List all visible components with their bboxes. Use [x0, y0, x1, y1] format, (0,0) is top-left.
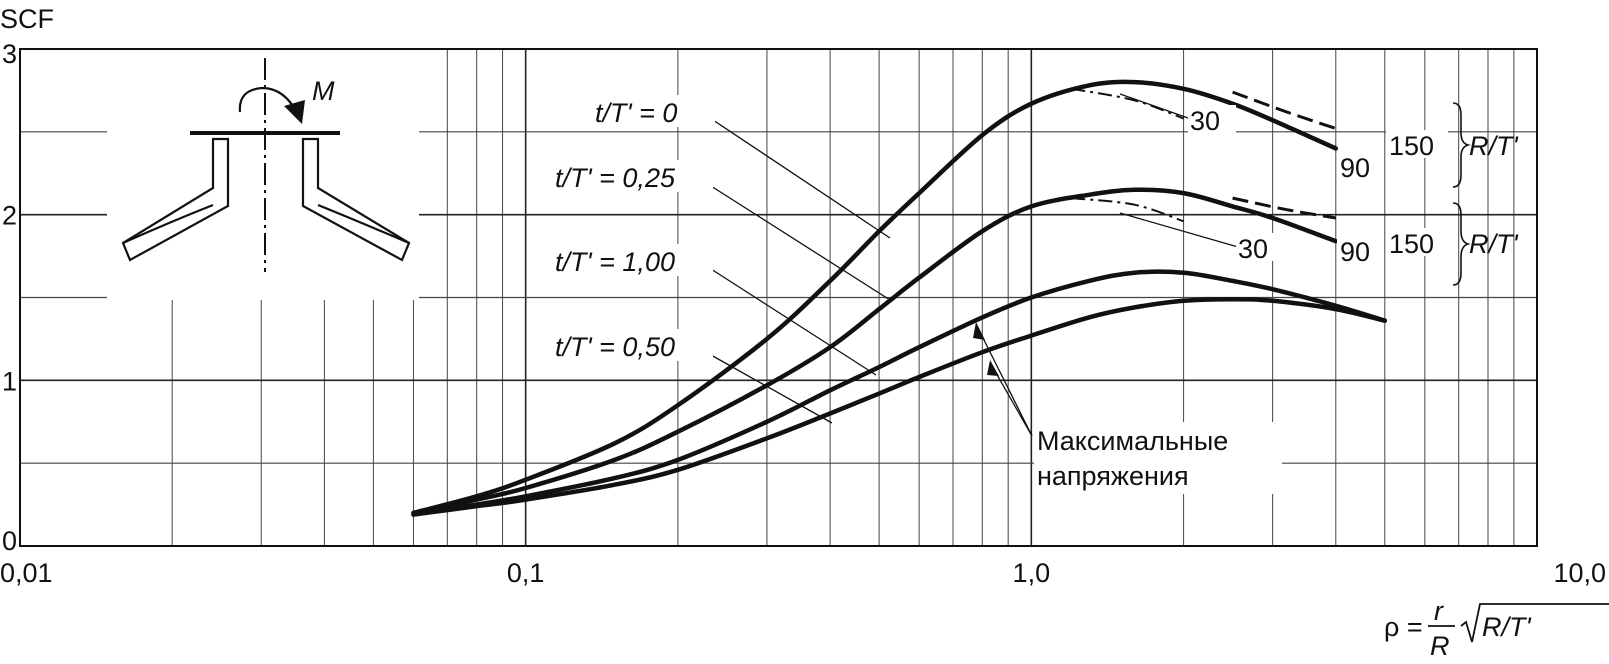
leader-line-30-upper — [1119, 93, 1189, 119]
series-line-6 — [1071, 197, 1184, 223]
moment-arc — [238, 86, 299, 116]
moment-label: M — [312, 76, 335, 106]
label-rt-param-lower: R/T' — [1469, 229, 1518, 259]
leader-line-30-lower — [1119, 212, 1239, 248]
y-tick-label: 3 — [2, 39, 17, 69]
label-rt-150-upper: 150 — [1389, 131, 1434, 161]
label-rt-90-lower: 90 — [1340, 237, 1370, 267]
leader-line-max-1 — [977, 327, 1033, 437]
label-rt-150-lower: 150 — [1389, 229, 1434, 259]
leader-line-max-2 — [991, 365, 1033, 437]
x-tick-label: 1,0 — [1013, 558, 1051, 588]
plot-frame — [19, 48, 1538, 547]
branch-wall-left — [121, 137, 230, 262]
x-tick-label: 0,1 — [507, 558, 545, 588]
x-label-frac-den: R — [1430, 631, 1450, 661]
series-line-0 — [411, 79, 1339, 516]
x-axis-label: ρ = r R R/T' — [1384, 596, 1609, 661]
curve-label-t025: t/T' = 0,25 — [555, 163, 676, 193]
series-layer — [411, 79, 1388, 517]
curve-label-t0: t/T' = 0 — [595, 98, 677, 128]
label-rt-30-lower: 30 — [1238, 234, 1268, 264]
label-rt-param-upper: R/T' — [1469, 131, 1518, 161]
y-tick-label: 0 — [2, 526, 17, 556]
x-label-prefix: ρ = — [1384, 612, 1423, 642]
curve-label-t050: t/T' = 0,50 — [555, 332, 675, 362]
leader-line-t0 — [712, 119, 891, 239]
series-line-2 — [411, 269, 1388, 517]
series-line-3 — [411, 296, 1388, 517]
series-line-4 — [1071, 87, 1184, 120]
annotation-line-2: напряжения — [1037, 461, 1189, 491]
y-axis-label: SCF — [0, 4, 54, 34]
max-stress-arrow-icon-2 — [987, 360, 999, 376]
x-tick-label: 10,0 — [1553, 558, 1606, 588]
y-tick-label: 1 — [2, 366, 17, 396]
leader-line-t050 — [710, 354, 833, 424]
y-tick-label: 2 — [2, 201, 17, 231]
series-line-7 — [1232, 196, 1337, 220]
brace-upper — [1452, 102, 1471, 188]
label-rt-90-upper: 90 — [1340, 153, 1370, 183]
x-tick-label: 0,01 — [0, 558, 53, 588]
leader-lines — [710, 93, 1239, 437]
leader-line-t100 — [710, 268, 877, 376]
label-rt-30-upper: 30 — [1190, 106, 1220, 136]
tick-labels: 0,01 0,1 1,0 10,0 0 1 2 3 — [0, 39, 1606, 588]
shell-curve-left — [122, 203, 214, 245]
series-line-5 — [1232, 90, 1337, 130]
x-label-sqrt-icon — [1460, 603, 1609, 643]
curve-label-t100: t/T' = 1,00 — [555, 247, 675, 277]
shell-curve-right — [317, 203, 410, 245]
inset-sketch: M — [107, 50, 419, 300]
leader-line-t025 — [710, 185, 891, 301]
x-label-radicand: R/T' — [1482, 612, 1531, 642]
moment-arrow-icon — [284, 100, 305, 124]
brace-lower — [1452, 202, 1471, 286]
x-label-frac-num: r — [1434, 596, 1444, 626]
series-line-1 — [411, 187, 1339, 516]
max-stress-arrow-icon — [973, 322, 985, 340]
annotation-line-1: Максимальные — [1037, 426, 1228, 456]
